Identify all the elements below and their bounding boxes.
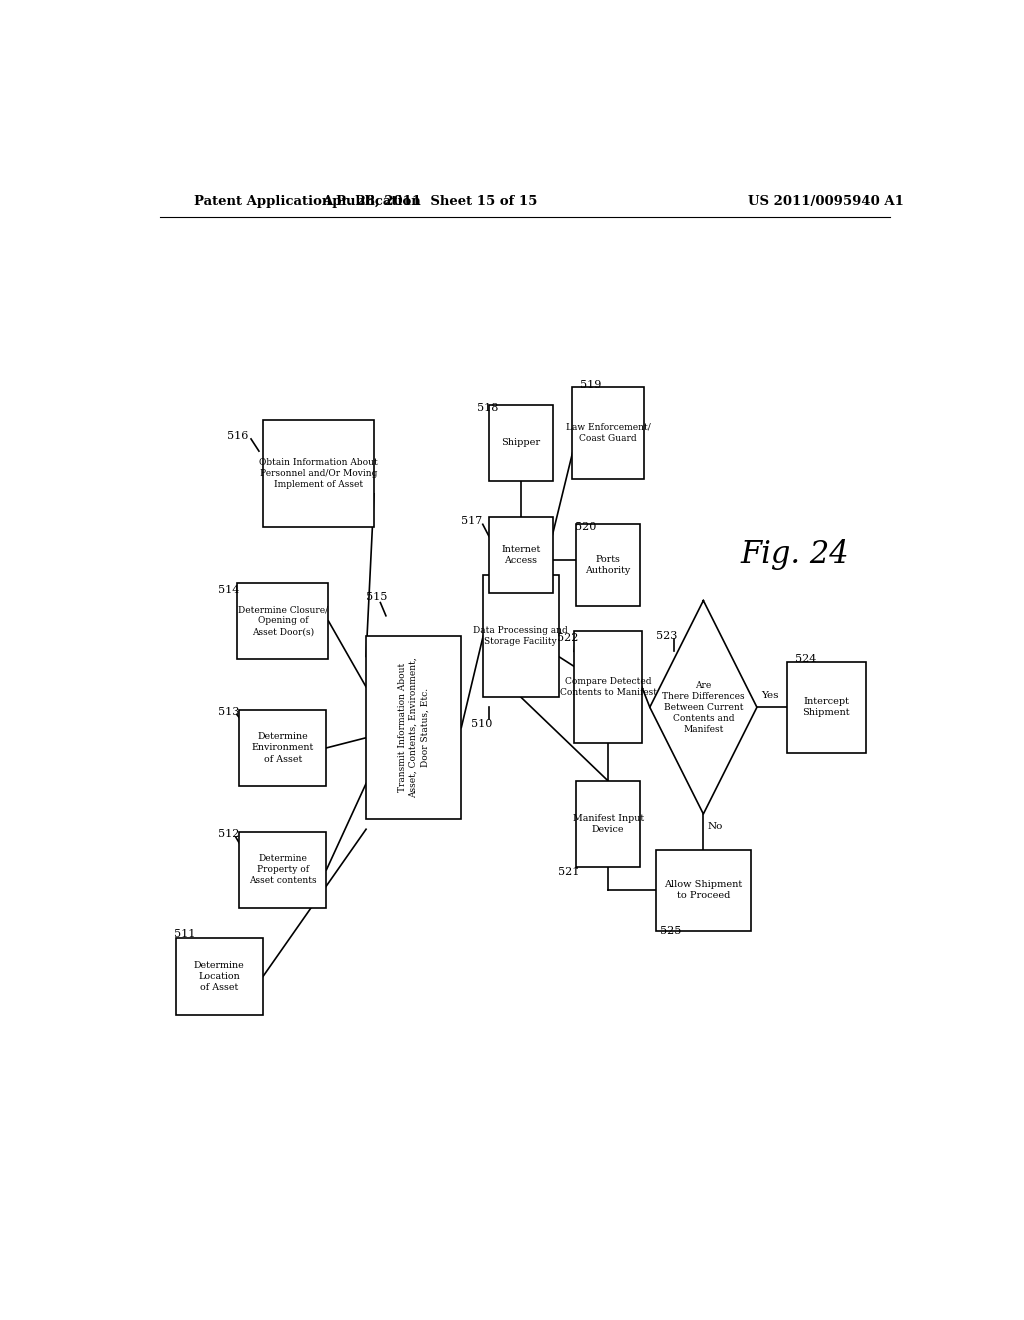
Polygon shape [650,601,757,814]
Text: 520: 520 [574,523,596,532]
Text: 522: 522 [557,634,578,643]
Text: Intercept
Shipment: Intercept Shipment [803,697,850,717]
Text: US 2011/0095940 A1: US 2011/0095940 A1 [749,194,904,207]
FancyBboxPatch shape [489,405,553,480]
Text: 512: 512 [218,829,239,840]
FancyBboxPatch shape [577,781,640,867]
Text: Compare Detected
Contents to Manifest: Compare Detected Contents to Manifest [560,677,656,697]
FancyBboxPatch shape [572,387,644,479]
FancyBboxPatch shape [240,832,327,908]
Text: Law Enforcement/
Coast Guard: Law Enforcement/ Coast Guard [565,422,650,444]
Text: Determine
Property of
Asset contents: Determine Property of Asset contents [249,854,316,886]
FancyBboxPatch shape [240,710,327,785]
Text: Internet
Access: Internet Access [501,545,541,565]
FancyBboxPatch shape [577,524,640,606]
Text: 516: 516 [227,430,249,441]
Text: Manifest Input
Device: Manifest Input Device [572,814,644,834]
Text: 510: 510 [471,718,493,729]
Text: 521: 521 [558,867,580,876]
Text: 511: 511 [174,929,196,939]
Text: 514: 514 [218,585,239,595]
Text: Determine
Location
of Asset: Determine Location of Asset [194,961,245,993]
Text: Patent Application Publication: Patent Application Publication [194,194,421,207]
Text: Allow Shipment
to Proceed: Allow Shipment to Proceed [665,880,742,900]
FancyBboxPatch shape [238,582,329,659]
Text: 515: 515 [367,593,387,602]
Text: Fig. 24: Fig. 24 [740,540,849,570]
Text: Determine
Environment
of Asset: Determine Environment of Asset [252,733,314,763]
FancyBboxPatch shape [574,631,642,743]
Text: 517: 517 [461,516,482,527]
Text: Apr. 28, 2011  Sheet 15 of 15: Apr. 28, 2011 Sheet 15 of 15 [322,194,538,207]
Text: 513: 513 [218,708,239,717]
Text: Transmit Information About
Asset, Contents, Environment,
Door Status, Etc.: Transmit Information About Asset, Conten… [398,657,429,799]
FancyBboxPatch shape [786,661,866,752]
FancyBboxPatch shape [489,516,553,593]
Text: Data Processing and
Storage Facility: Data Processing and Storage Facility [473,626,568,647]
Text: Ports
Authority: Ports Authority [586,554,631,576]
Text: Yes: Yes [761,690,778,700]
Text: Determine Closure/
Opening of
Asset Door(s): Determine Closure/ Opening of Asset Door… [238,606,328,636]
Text: 525: 525 [659,925,681,936]
FancyBboxPatch shape [655,850,751,931]
FancyBboxPatch shape [263,420,374,527]
Text: No: No [708,822,723,832]
FancyBboxPatch shape [367,636,461,818]
Text: 524: 524 [795,655,816,664]
Text: Shipper: Shipper [502,438,541,447]
Text: 518: 518 [477,404,499,413]
FancyBboxPatch shape [483,576,558,697]
Text: Are
There Differences
Between Current
Contents and
Manifest: Are There Differences Between Current Co… [663,681,744,734]
FancyBboxPatch shape [176,939,263,1015]
Text: 519: 519 [581,380,602,389]
Text: Obtain Information About
Personnel and/Or Moving
Implement of Asset: Obtain Information About Personnel and/O… [259,458,378,490]
Text: 523: 523 [655,631,677,642]
